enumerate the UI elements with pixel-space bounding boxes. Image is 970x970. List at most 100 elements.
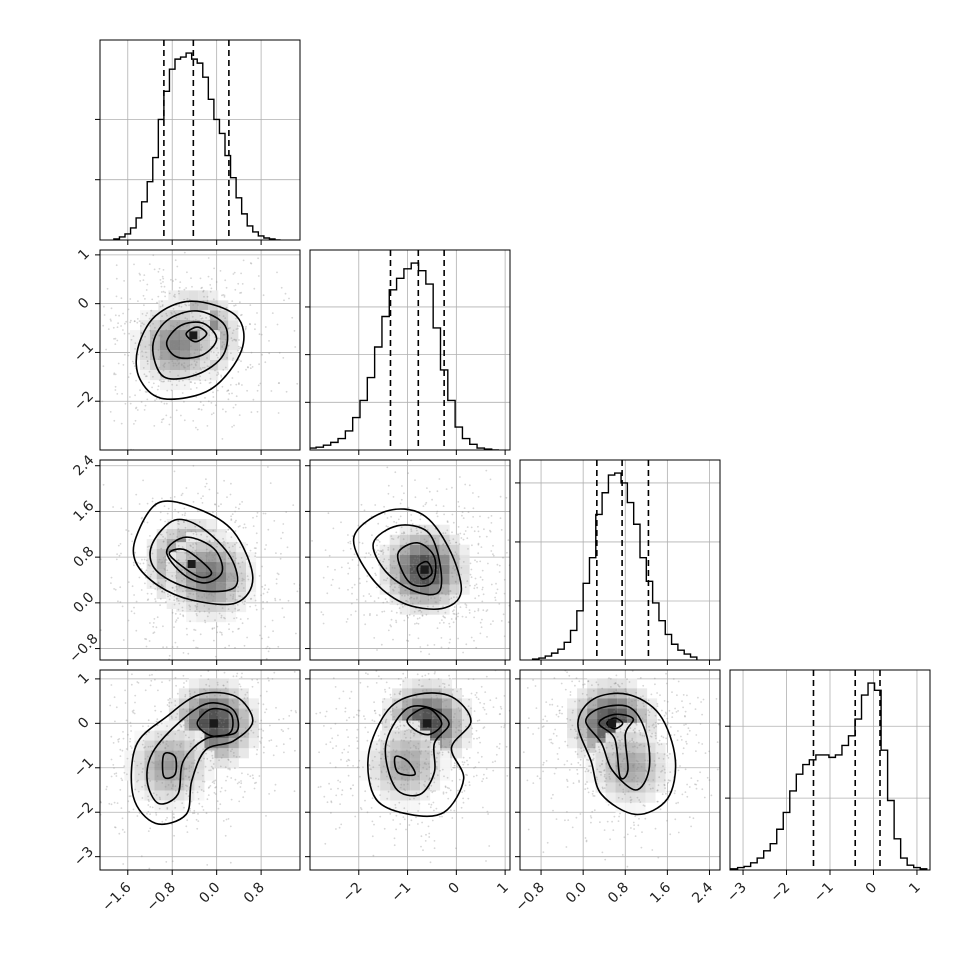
sample-point — [403, 531, 405, 534]
sample-point — [442, 543, 444, 546]
sample-point — [443, 578, 445, 580]
sample-point — [292, 504, 295, 506]
sample-point — [130, 533, 133, 536]
y-tick-label: −1 — [71, 755, 97, 781]
density-cell — [399, 524, 410, 535]
sample-point — [558, 747, 561, 749]
sample-point — [164, 785, 167, 788]
sample-point — [110, 758, 113, 761]
sample-point — [169, 697, 171, 700]
sample-point — [129, 298, 132, 300]
sample-point — [311, 540, 313, 542]
sample-point — [231, 392, 233, 395]
sample-point — [233, 338, 235, 341]
sample-point — [503, 635, 506, 638]
sample-point — [441, 700, 444, 703]
sample-point — [174, 333, 177, 335]
sample-point — [228, 644, 231, 647]
sample-point — [164, 520, 166, 523]
sample-point — [324, 842, 327, 845]
sample-point — [214, 564, 217, 566]
contour-line-1 — [577, 692, 677, 816]
sample-point — [232, 406, 235, 409]
sample-point — [214, 565, 217, 567]
sample-point — [283, 616, 285, 619]
sample-point — [202, 289, 205, 292]
sample-point — [641, 717, 644, 720]
density-cell — [174, 760, 185, 771]
plot-area — [730, 670, 930, 870]
sample-point — [177, 540, 179, 543]
density-cell — [188, 698, 199, 709]
density-cell — [174, 740, 185, 751]
density-cell — [409, 524, 420, 535]
sample-point — [143, 373, 146, 376]
sample-point — [335, 828, 337, 830]
sample-point — [471, 733, 474, 735]
sample-point — [144, 784, 147, 787]
density-cell — [198, 718, 209, 729]
density-cell — [410, 750, 421, 761]
sample-point — [213, 742, 216, 745]
sample-point — [195, 592, 198, 595]
sample-point — [176, 536, 178, 538]
sample-point — [254, 720, 257, 723]
sample-point — [442, 682, 444, 685]
sample-point — [601, 687, 604, 690]
sample-point — [576, 737, 579, 739]
sample-point — [218, 330, 221, 332]
sample-point — [423, 525, 426, 528]
sample-point — [699, 771, 701, 774]
sample-point — [261, 565, 263, 568]
sample-point — [628, 697, 630, 699]
density-cell — [409, 534, 420, 545]
sample-point — [410, 728, 413, 731]
sample-point — [234, 530, 237, 532]
sample-point — [356, 747, 359, 750]
sample-point — [435, 760, 438, 763]
sample-point — [425, 689, 428, 691]
sample-point — [220, 585, 223, 588]
density-cell — [452, 688, 463, 699]
sample-point — [177, 520, 180, 523]
sample-point — [267, 588, 270, 591]
sample-point — [209, 284, 212, 286]
sample-point — [136, 321, 139, 324]
sample-point — [186, 349, 189, 352]
x-tick-label: −2 — [340, 880, 366, 906]
sample-point — [456, 573, 458, 576]
density-cell — [184, 760, 195, 771]
sample-point — [338, 697, 341, 700]
density-cell — [226, 562, 237, 573]
sample-point — [708, 779, 711, 781]
sample-point — [217, 505, 220, 508]
density-cell — [216, 592, 227, 603]
panel-frame — [309, 459, 511, 661]
density-peak — [209, 719, 218, 728]
sample-point — [369, 554, 372, 556]
density-cell — [246, 592, 257, 603]
sample-point — [223, 558, 226, 561]
sample-point — [377, 522, 380, 525]
sample-point — [399, 683, 402, 686]
sample-point — [226, 749, 229, 751]
sample-point — [582, 683, 584, 686]
sample-point — [442, 792, 445, 795]
contour-line-4 — [168, 548, 213, 579]
sample-point — [139, 273, 141, 276]
sample-point — [462, 561, 465, 563]
sample-point — [216, 389, 219, 392]
sample-point — [195, 426, 197, 429]
sample-point — [421, 614, 424, 617]
sample-point — [209, 377, 212, 380]
sample-point — [633, 753, 636, 755]
sample-point — [152, 334, 154, 337]
density-cell — [382, 718, 393, 729]
sample-point — [199, 382, 202, 385]
sample-point — [554, 728, 556, 731]
sample-point — [200, 408, 203, 411]
sample-point — [566, 760, 569, 762]
sample-point — [424, 526, 426, 528]
sample-point — [243, 603, 246, 605]
sample-point — [614, 682, 617, 685]
